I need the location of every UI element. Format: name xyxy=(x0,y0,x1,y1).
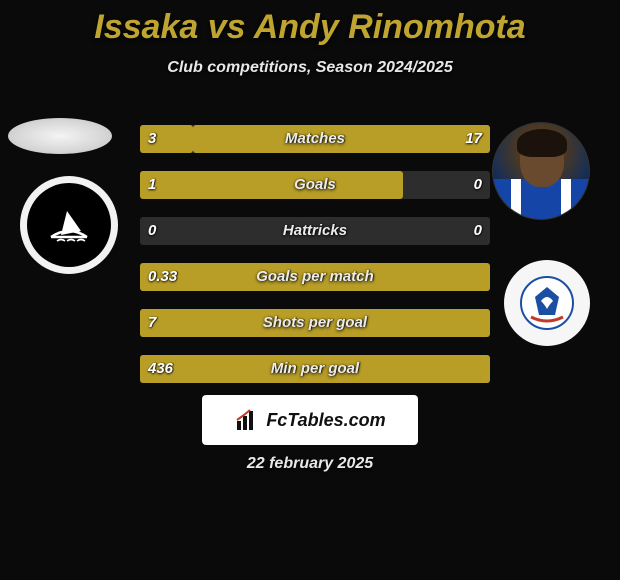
stat-row: 7Shots per goal xyxy=(140,309,490,337)
player-right-photo xyxy=(492,122,590,220)
fctables-icon xyxy=(234,407,260,433)
watermark-text: FcTables.com xyxy=(266,410,385,431)
player-left-placeholder xyxy=(8,118,112,154)
page-title: Issaka vs Andy Rinomhota xyxy=(0,0,620,47)
stat-label: Goals xyxy=(140,171,490,199)
stat-row: 317Matches xyxy=(140,125,490,153)
club-logo-left xyxy=(20,176,118,274)
watermark[interactable]: FcTables.com xyxy=(202,395,418,445)
stat-row: 0.33Goals per match xyxy=(140,263,490,291)
stat-label: Matches xyxy=(140,125,490,153)
plymouth-icon xyxy=(41,197,97,253)
stat-label: Shots per goal xyxy=(140,309,490,337)
date-label: 22 february 2025 xyxy=(0,455,620,473)
stats-chart: 317Matches 10Goals 00Hattricks 0.33Goals pe… xyxy=(140,125,490,401)
stat-row: 00Hattricks xyxy=(140,217,490,245)
stat-row: 10Goals xyxy=(140,171,490,199)
stat-row: 436Min per goal xyxy=(140,355,490,383)
stat-label: Hattricks xyxy=(140,217,490,245)
cardiff-icon xyxy=(519,275,575,331)
stat-label: Goals per match xyxy=(140,263,490,291)
subtitle: Club competitions, Season 2024/2025 xyxy=(0,59,620,77)
club-logo-right xyxy=(504,260,590,346)
stat-label: Min per goal xyxy=(140,355,490,383)
